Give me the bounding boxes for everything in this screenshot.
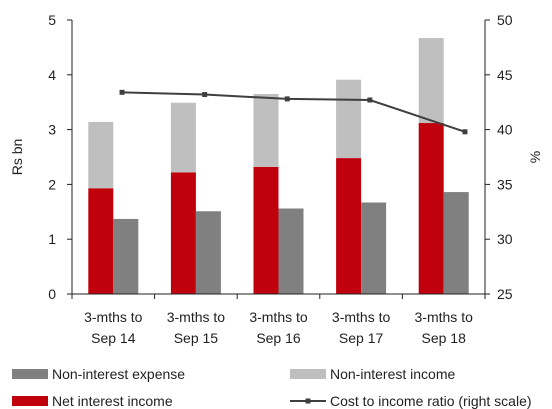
y-left-tick-label-0: 0 [48, 286, 56, 302]
bar-non-interest-expense-1 [113, 218, 139, 294]
y-left-tick-label-2: 2 [48, 176, 56, 192]
x-tick-label-1-line-1: 3-mths to [84, 309, 143, 325]
x-tick-label-2-line-2: Sep 15 [174, 330, 219, 346]
bar-non-interest-expense-3 [278, 208, 304, 294]
bar-non-interest-income-2 [170, 102, 196, 173]
x-tick-label-2-line-1: 3-mths to [167, 309, 226, 325]
legend-swatch-net-interest-income [12, 396, 48, 406]
point-cost-to-income-ratio-right-scale-4 [367, 97, 373, 103]
legend-label-net-interest-income: Net interest income [52, 393, 173, 409]
bar-net-interest-income-4 [336, 158, 362, 294]
y-right-tick-label-40: 40 [497, 122, 513, 138]
y-right-tick-label-25: 25 [497, 286, 513, 302]
y-left-tick-label-5: 5 [48, 12, 56, 28]
point-cost-to-income-ratio-right-scale-3 [284, 96, 290, 102]
y-right-tick-label-30: 30 [497, 231, 513, 247]
legend-marker-cost-to-income-ratio-right-scale [305, 398, 311, 404]
legend-label-non-interest-income: Non-interest income [330, 366, 455, 382]
x-tick-label-4-line-2: Sep 17 [339, 330, 384, 346]
y-right-tick-label-35: 35 [497, 176, 513, 192]
bar-net-interest-income-5 [418, 123, 444, 294]
legend-label-cost-to-income-ratio-right-scale: Cost to income ratio (right scale) [330, 393, 532, 409]
x-tick-label-3-line-1: 3-mths to [249, 309, 308, 325]
bar-non-interest-expense-5 [443, 192, 469, 294]
legend-swatch-non-interest-expense [12, 369, 48, 379]
y-right-tick-label-45: 45 [497, 67, 513, 83]
point-cost-to-income-ratio-right-scale-1 [119, 89, 125, 95]
x-tick-label-5-line-2: Sep 18 [422, 330, 467, 346]
bar-net-interest-income-2 [170, 172, 196, 294]
y-axis-right-title: % [527, 151, 543, 163]
legend-swatch-non-interest-income [290, 369, 326, 379]
point-cost-to-income-ratio-right-scale-5 [462, 129, 468, 135]
y-left-tick-label-4: 4 [48, 67, 56, 83]
bar-net-interest-income-1 [88, 188, 114, 294]
y-axis-left-title: Rs bn [9, 139, 25, 176]
bar-non-interest-income-4 [336, 79, 362, 159]
bar-non-interest-expense-2 [195, 211, 221, 294]
bar-non-interest-income-1 [88, 121, 114, 189]
bar-non-interest-income-3 [253, 93, 279, 167]
point-cost-to-income-ratio-right-scale-2 [202, 92, 208, 98]
x-tick-label-4-line-1: 3-mths to [332, 309, 391, 325]
bar-non-interest-income-5 [418, 38, 444, 124]
bar-net-interest-income-3 [253, 166, 279, 294]
y-right-tick-label-50: 50 [497, 12, 513, 28]
bar-non-interest-expense-4 [361, 202, 387, 294]
y-left-tick-label-3: 3 [48, 122, 56, 138]
x-tick-label-1-line-2: Sep 14 [91, 330, 136, 346]
x-tick-label-5-line-1: 3-mths to [415, 309, 474, 325]
legend-label-non-interest-expense: Non-interest expense [52, 366, 185, 382]
y-left-tick-label-1: 1 [48, 231, 56, 247]
x-tick-label-3-line-2: Sep 16 [256, 330, 301, 346]
